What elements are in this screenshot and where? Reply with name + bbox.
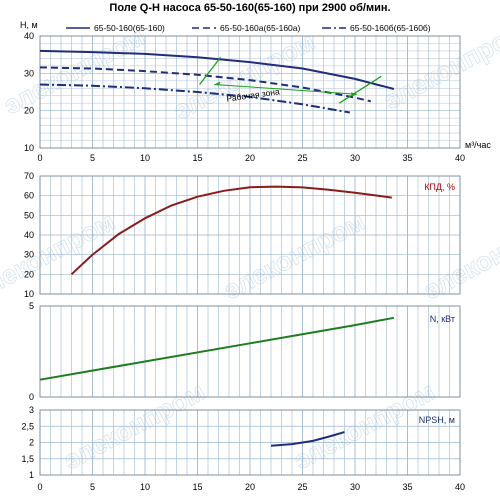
- watermark-text: элеконпром: [419, 206, 500, 305]
- y-tick-label-npsh: 1,5: [21, 454, 34, 464]
- y-tick-label-power: 0: [29, 392, 34, 402]
- y-tick-label-qh: 40: [24, 31, 34, 41]
- x-tick-label: 25: [297, 482, 307, 492]
- y-tick-label-eff: 60: [24, 191, 34, 201]
- page-title: Поле Q-H насоса 65-50-160(65-160) при 29…: [109, 2, 391, 14]
- x-tick-label: 15: [192, 153, 202, 163]
- y-tick-label-npsh: 3: [29, 405, 34, 415]
- panel-frame-qh: [39, 35, 461, 149]
- x-tick-label: 5: [90, 482, 95, 492]
- x-tick-label: 30: [350, 153, 360, 163]
- x-tick-label: 0: [37, 153, 42, 163]
- qh-curve-0: [39, 49, 395, 90]
- power-label: N, кВт: [430, 314, 455, 324]
- efficiency-label: КПД, %: [424, 182, 455, 192]
- panel-frame-power: [39, 305, 461, 398]
- y-tick-label-npsh: 1: [29, 470, 34, 480]
- efficiency-curve: [70, 185, 392, 276]
- y-tick-label-npsh: 2: [29, 438, 34, 448]
- arrow-head-right: [351, 92, 358, 97]
- y-tick-label-eff: 50: [24, 210, 34, 220]
- panel-frame-eff: [39, 175, 461, 295]
- arrow-head-left: [214, 81, 221, 86]
- work-zone-arrow: [214, 84, 358, 95]
- y-tick-label-qh: 20: [24, 106, 34, 116]
- y-tick-label-power: 5: [29, 301, 34, 311]
- x-tick-label: 10: [140, 153, 150, 163]
- work-zone-boundary: [199, 56, 382, 104]
- x-tick-label: 10: [140, 482, 150, 492]
- npsh-label: NPSH, м: [419, 415, 455, 425]
- x-tick-label: 0: [37, 482, 42, 492]
- x-tick-label: 5: [90, 153, 95, 163]
- power-curve: [39, 316, 395, 381]
- watermark-text: элеконпром: [219, 206, 370, 305]
- legend-label-1: 65-50-160a(65-160a): [220, 23, 301, 33]
- y-tick-label-eff: 10: [24, 289, 34, 299]
- x-axis-label: м³/час: [465, 140, 491, 150]
- y-tick-label-eff: 20: [24, 269, 34, 279]
- x-tick-label: 15: [192, 482, 202, 492]
- y-tick-label-npsh: 2,5: [21, 421, 34, 431]
- x-tick-label: 35: [402, 153, 412, 163]
- y-tick-label-qh: 10: [24, 143, 34, 153]
- npsh-curve: [270, 431, 345, 447]
- panel-frame-npsh: [39, 409, 461, 476]
- y-tick-label-eff: 30: [24, 250, 34, 260]
- watermark-text: элеконпром: [289, 376, 440, 475]
- x-tick-label: 20: [245, 482, 255, 492]
- qh-curve-2: [39, 83, 350, 114]
- x-tick-label: 40: [455, 153, 465, 163]
- x-tick-label: 35: [402, 482, 412, 492]
- y-tick-label-qh: 30: [24, 68, 34, 78]
- x-tick-label: 30: [350, 482, 360, 492]
- x-tick-label: 20: [245, 153, 255, 163]
- legend-label-2: 65-50-160б(65-160б): [350, 23, 431, 33]
- y-tick-label-eff: 70: [24, 171, 34, 181]
- legend-label-0: 65-50-160(65-160): [94, 23, 165, 33]
- x-tick-label: 25: [297, 153, 307, 163]
- qh-curve-1: [39, 66, 372, 103]
- y-tick-label-eff: 40: [24, 230, 34, 240]
- watermark-text: элеконпром: [0, 206, 120, 305]
- x-tick-label: 40: [455, 482, 465, 492]
- y-axis-label: H, м: [20, 20, 38, 30]
